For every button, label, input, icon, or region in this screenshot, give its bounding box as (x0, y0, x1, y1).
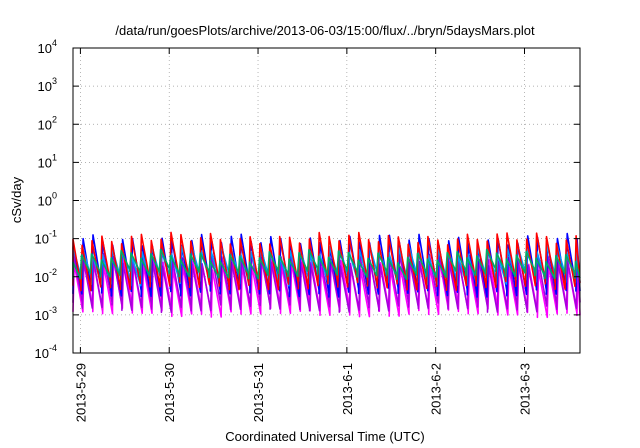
y-tick-label-exponent: 0 (52, 191, 57, 201)
y-tick-label: 104 (38, 38, 57, 56)
y-tick-label-exponent: -1 (49, 229, 57, 239)
y-tick-label-base: 10 (38, 117, 52, 132)
x-tick-label: 2013-6-2 (429, 363, 444, 415)
y-tick-label: 101 (38, 152, 57, 170)
y-tick-label-base: 10 (35, 232, 49, 247)
x-tick-label: 2013-5-31 (251, 363, 266, 422)
y-tick-label: 103 (38, 76, 57, 94)
y-tick-label-exponent: 4 (52, 38, 57, 48)
y-axis-label: cSv/day (9, 176, 24, 223)
x-tick-label: 2013-6-1 (340, 363, 355, 415)
x-tick-label: 2013-6-3 (517, 363, 532, 415)
y-tick-label-exponent: 1 (52, 152, 57, 162)
y-tick-label-base: 10 (38, 41, 52, 56)
y-tick-label-exponent: -2 (49, 267, 57, 277)
y-tick-label-base: 10 (38, 79, 52, 94)
y-tick-label: 10-1 (35, 229, 57, 247)
y-tick-label: 10-4 (35, 343, 57, 361)
y-tick-label-base: 10 (35, 270, 49, 285)
series-line (72, 248, 581, 280)
y-tick-label-exponent: -3 (49, 305, 57, 315)
y-tick-label-base: 10 (38, 155, 52, 170)
y-tick-label-base: 10 (35, 308, 49, 323)
y-tick-label: 10-3 (35, 305, 57, 323)
chart-title: /data/run/goesPlots/archive/2013-06-03/1… (115, 23, 535, 38)
x-axis-ticks: 2013-5-29 2013-5-30 2013-5-31 2013-6-1 2013-… (73, 48, 532, 422)
x-tick-label: 2013-5-30 (162, 363, 177, 422)
y-tick-label-exponent: 2 (52, 114, 57, 124)
series-line (72, 231, 581, 292)
y-tick-label-base: 10 (35, 346, 49, 361)
grid (73, 48, 580, 353)
y-tick-label-exponent: -4 (49, 343, 57, 353)
x-tick-label: 2013-5-29 (73, 363, 88, 422)
y-tick-label: 102 (38, 114, 57, 132)
y-tick-label: 100 (38, 191, 57, 209)
series-line (72, 252, 581, 314)
x-axis-label: Coordinated Universal Time (UTC) (225, 429, 424, 444)
y-tick-label-exponent: 3 (52, 76, 57, 86)
y-tick-label-base: 10 (38, 194, 52, 209)
y-tick-label: 10-2 (35, 267, 57, 285)
data-series (72, 231, 581, 319)
